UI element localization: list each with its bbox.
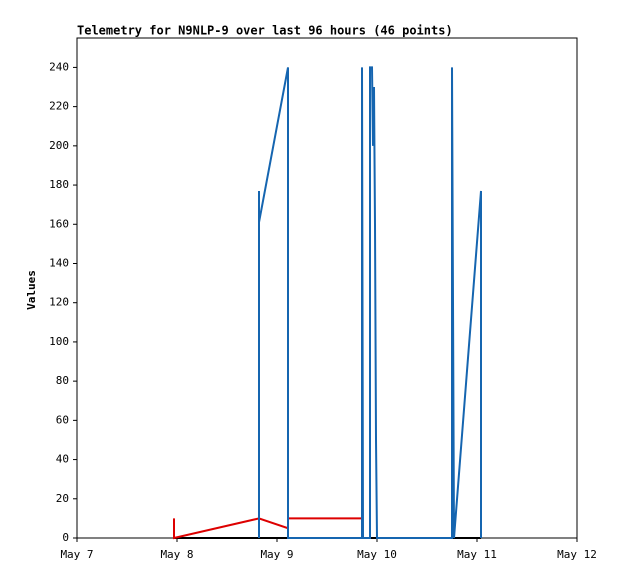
x-tick-label: May 7 <box>60 548 93 561</box>
x-tick-label: May 9 <box>260 548 293 561</box>
y-tick-label: 20 <box>56 492 69 505</box>
chart-title: Telemetry for N9NLP-9 over last 96 hours… <box>77 24 453 38</box>
y-axis-label: Values <box>25 270 38 310</box>
y-tick-label: 160 <box>49 217 69 230</box>
y-tick-label: 220 <box>49 100 69 113</box>
x-tick-label: May 10 <box>357 548 397 561</box>
y-tick-label: 140 <box>49 256 69 269</box>
series-line <box>258 66 482 539</box>
y-tick-label: 180 <box>49 178 69 191</box>
x-tick-label: May 8 <box>160 548 193 561</box>
x-tick-label: May 11 <box>457 548 497 561</box>
y-tick-label: 240 <box>49 60 69 73</box>
y-tick-label: 0 <box>62 531 69 544</box>
y-tick-label: 200 <box>49 139 69 152</box>
y-tick-label: 120 <box>49 296 69 309</box>
y-tick-label: 100 <box>49 335 69 348</box>
y-tick-label: 40 <box>56 453 69 466</box>
y-tick-label: 60 <box>56 413 69 426</box>
y-tick-label: 80 <box>56 374 69 387</box>
x-tick-label: May 12 <box>557 548 597 561</box>
series-line <box>173 517 361 540</box>
